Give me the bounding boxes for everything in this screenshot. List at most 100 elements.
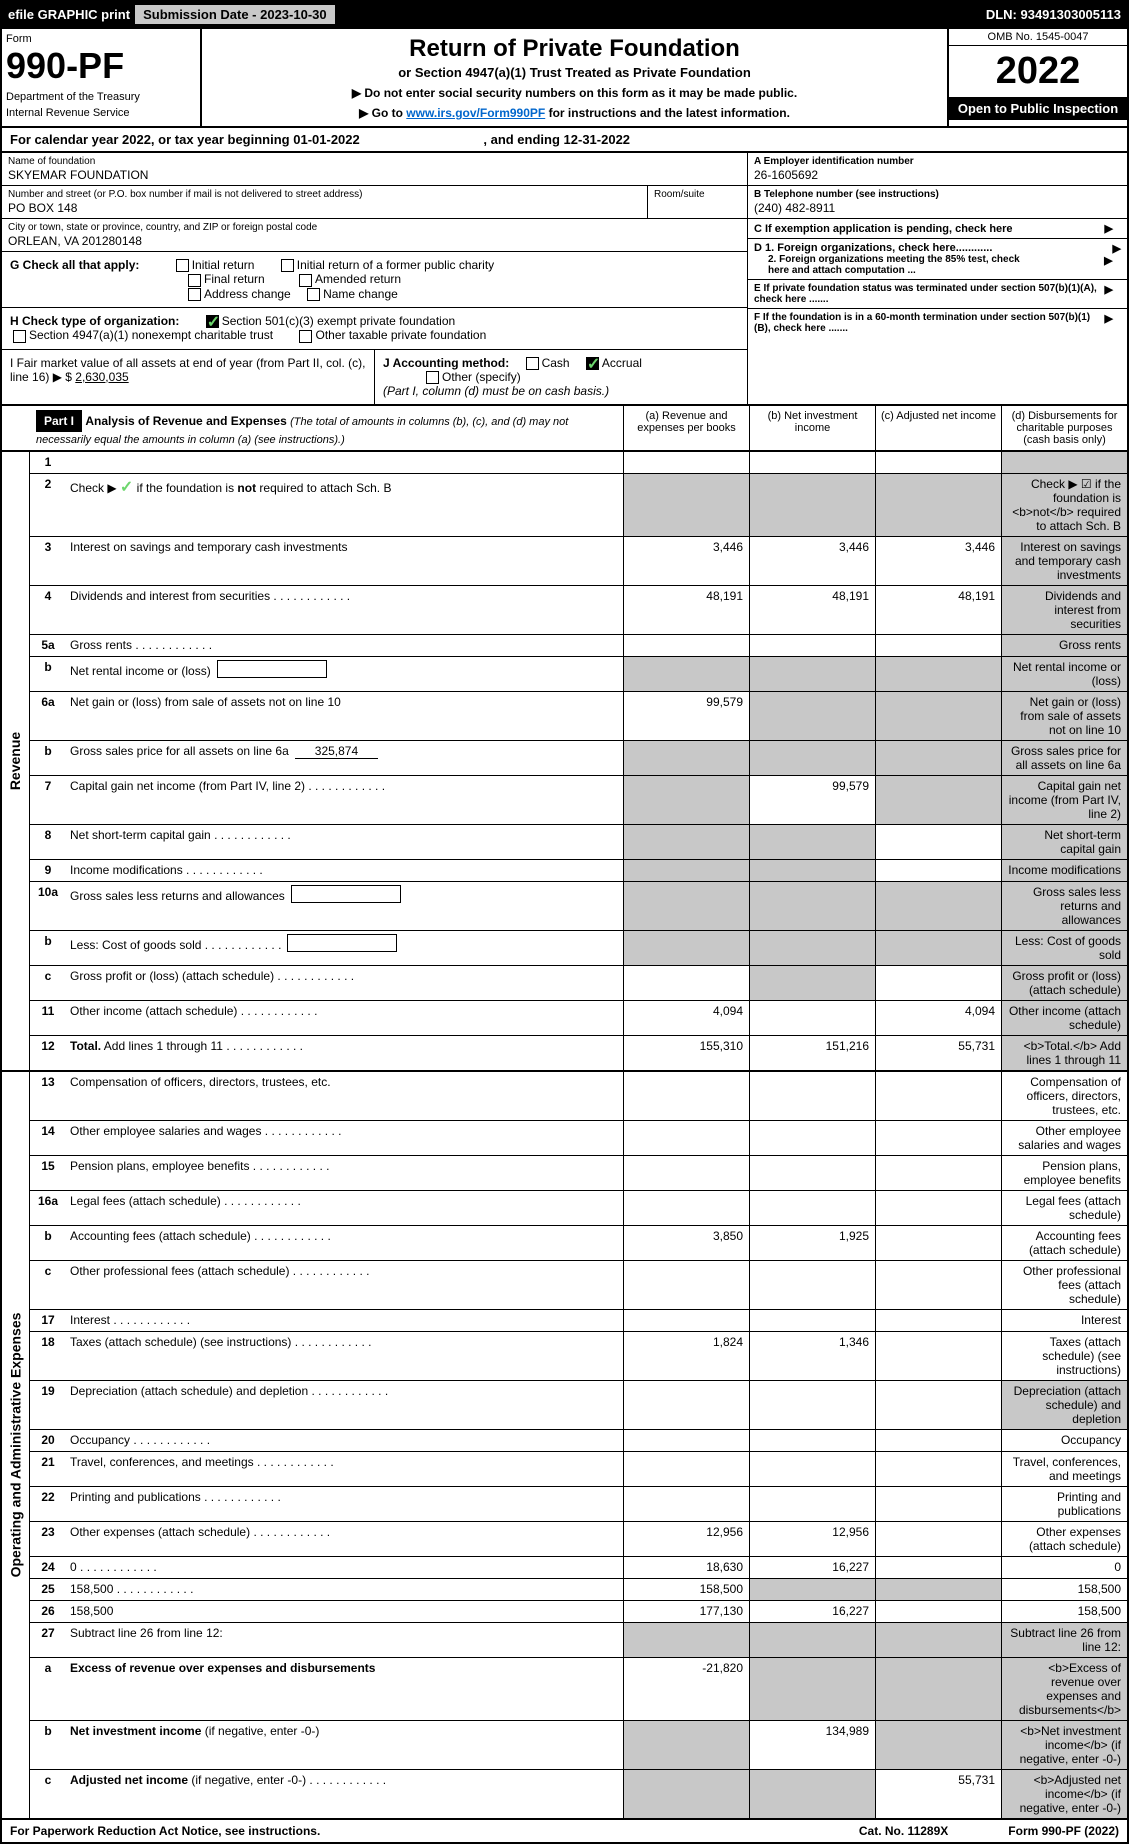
cell-d: Net rental income or (loss)	[1001, 657, 1127, 691]
cell-b	[749, 1658, 875, 1720]
cell-d: Occupancy	[1001, 1430, 1127, 1451]
line-desc: Net short-term capital gain	[66, 825, 623, 859]
line-number: 24	[30, 1557, 66, 1578]
table-row: 2Check ▶ ✓ if the foundation is not requ…	[30, 474, 1127, 537]
d1-label: D 1. Foreign organizations, check here..…	[754, 242, 992, 254]
cell-d: Gross sales price for all assets on line…	[1001, 741, 1127, 775]
line-number: c	[30, 1261, 66, 1309]
line-number: 5a	[30, 635, 66, 656]
efile-label: efile GRAPHIC print	[8, 7, 130, 22]
checkbox-other[interactable]	[426, 371, 439, 384]
cell-a	[623, 1770, 749, 1818]
cell-c	[875, 1121, 1001, 1155]
checkbox-amended[interactable]	[299, 274, 312, 287]
table-row: 13Compensation of officers, directors, t…	[30, 1072, 1127, 1121]
checkbox-501c3[interactable]	[206, 315, 219, 328]
cell-b: 16,227	[749, 1557, 875, 1578]
table-row: 15Pension plans, employee benefitsPensio…	[30, 1156, 1127, 1191]
cell-c	[875, 1261, 1001, 1309]
table-row: 7Capital gain net income (from Part IV, …	[30, 776, 1127, 825]
cell-a	[623, 1156, 749, 1190]
table-row: bNet investment income (if negative, ent…	[30, 1721, 1127, 1770]
submission-date: Submission Date - 2023-10-30	[134, 4, 336, 25]
cell-a	[623, 1452, 749, 1486]
footer-right: Form 990-PF (2022)	[1008, 1824, 1119, 1838]
checkbox-other-tax[interactable]	[299, 330, 312, 343]
cell-c	[875, 1721, 1001, 1769]
line-desc: Travel, conferences, and meetings	[66, 1452, 623, 1486]
table-row: 22Printing and publicationsPrinting and …	[30, 1487, 1127, 1522]
cell-d: <b>Excess of revenue over expenses and d…	[1001, 1658, 1127, 1720]
footer-left: For Paperwork Reduction Act Notice, see …	[10, 1824, 320, 1838]
irs: Internal Revenue Service	[6, 107, 196, 119]
cell-a	[623, 1191, 749, 1225]
top-bar: efile GRAPHIC print Submission Date - 20…	[0, 0, 1129, 29]
form-link[interactable]: www.irs.gov/Form990PF	[406, 106, 545, 120]
line-desc: Printing and publications	[66, 1487, 623, 1521]
cell-c: 48,191	[875, 586, 1001, 634]
cell-b	[749, 931, 875, 965]
cell-d: Net gain or (loss) from sale of assets n…	[1001, 692, 1127, 740]
form-subtitle: or Section 4947(a)(1) Trust Treated as P…	[208, 65, 941, 80]
checkbox-accrual[interactable]	[586, 357, 599, 370]
cell-a: 12,956	[623, 1522, 749, 1556]
line-desc: Occupancy	[66, 1430, 623, 1451]
checkbox-initial[interactable]	[176, 259, 189, 272]
line-number: 27	[30, 1623, 66, 1657]
line-desc: Net investment income (if negative, ente…	[66, 1721, 623, 1769]
cell-b	[749, 1487, 875, 1521]
cell-b	[749, 1156, 875, 1190]
table-row: 4Dividends and interest from securities4…	[30, 586, 1127, 635]
cell-d: <b>Adjusted net income</b> (if negative,…	[1001, 1770, 1127, 1818]
line-desc: Gross sales price for all assets on line…	[66, 741, 623, 775]
cell-a	[623, 635, 749, 656]
cell-d: <b>Total.</b> Add lines 1 through 11	[1001, 1036, 1127, 1070]
checkbox-final[interactable]	[188, 274, 201, 287]
cell-d: Legal fees (attach schedule)	[1001, 1191, 1127, 1225]
col-b: (b) Net investment income	[749, 406, 875, 450]
cell-a: 48,191	[623, 586, 749, 634]
line-desc: Gross profit or (loss) (attach schedule)	[66, 966, 623, 1000]
cell-b	[749, 1121, 875, 1155]
line-desc: Gross sales less returns and allowances	[66, 882, 623, 930]
revenue-label: Revenue	[2, 452, 30, 1070]
line-number: 26	[30, 1601, 66, 1622]
c-label: C If exemption application is pending, c…	[754, 223, 1105, 235]
line-desc: Other expenses (attach schedule)	[66, 1522, 623, 1556]
table-row: 14Other employee salaries and wagesOther…	[30, 1121, 1127, 1156]
instruction-2: ▶ Go to www.irs.gov/Form990PF for instru…	[208, 106, 941, 120]
cell-d: Check ▶ ☑ if the foundation is <b>not</b…	[1001, 474, 1127, 536]
city-label: City or town, state or province, country…	[8, 222, 741, 233]
line-desc: Pension plans, employee benefits	[66, 1156, 623, 1190]
room-label: Room/suite	[654, 189, 741, 200]
cell-b	[749, 741, 875, 775]
form-word: Form	[6, 33, 196, 45]
footer-mid: Cat. No. 11289X	[859, 1824, 948, 1838]
table-row: 21Travel, conferences, and meetingsTrave…	[30, 1452, 1127, 1487]
cell-d: <b>Net investment income</b> (if negativ…	[1001, 1721, 1127, 1769]
cell-c	[875, 882, 1001, 930]
cell-b	[749, 1623, 875, 1657]
org-info: Name of foundation SKYEMAR FOUNDATION Nu…	[0, 153, 1129, 406]
section-i: I Fair market value of all assets at end…	[2, 350, 375, 405]
cell-a	[623, 474, 749, 536]
line-number: 12	[30, 1036, 66, 1070]
checkbox-address[interactable]	[188, 288, 201, 301]
cell-a	[623, 1381, 749, 1429]
cell-c	[875, 1310, 1001, 1331]
checkbox-name[interactable]	[307, 288, 320, 301]
checkbox-initial-former[interactable]	[281, 259, 294, 272]
cell-c	[875, 1191, 1001, 1225]
cell-d: Other professional fees (attach schedule…	[1001, 1261, 1127, 1309]
cell-b	[749, 1579, 875, 1600]
f-label: F If the foundation is in a 60-month ter…	[754, 312, 1105, 334]
checkbox-4947[interactable]	[13, 330, 26, 343]
line-number: b	[30, 931, 66, 965]
line-number: 11	[30, 1001, 66, 1035]
line-number: 17	[30, 1310, 66, 1331]
line-desc: Net gain or (loss) from sale of assets n…	[66, 692, 623, 740]
cell-a: 1,824	[623, 1332, 749, 1380]
checkbox-cash[interactable]	[526, 357, 539, 370]
phone-label: B Telephone number (see instructions)	[754, 189, 1121, 200]
cell-d: Subtract line 26 from line 12:	[1001, 1623, 1127, 1657]
